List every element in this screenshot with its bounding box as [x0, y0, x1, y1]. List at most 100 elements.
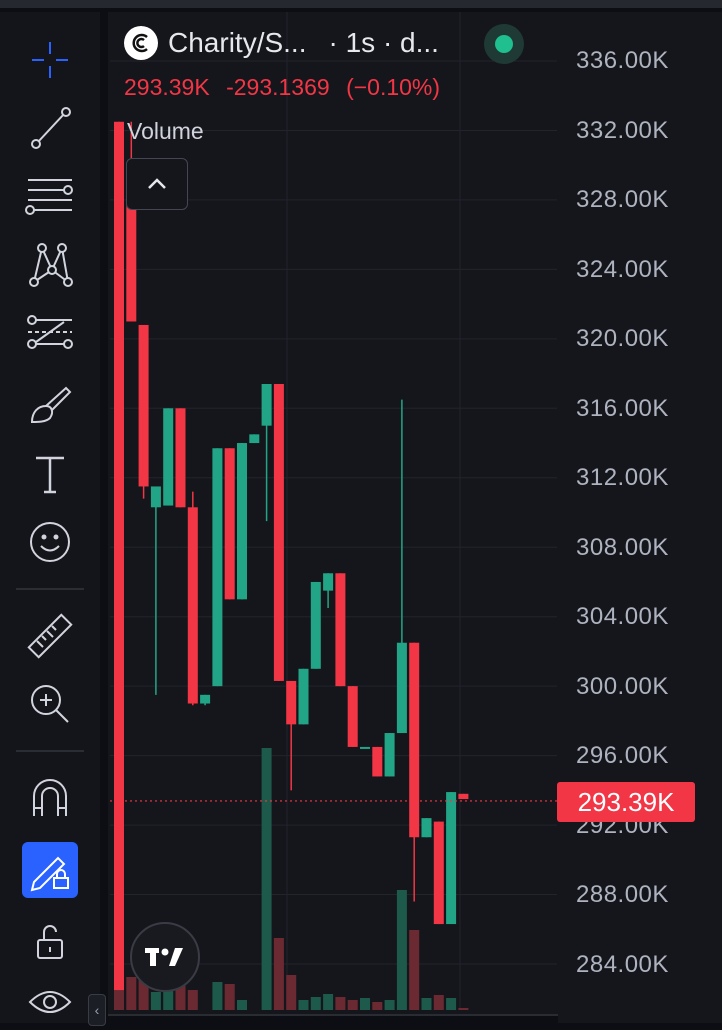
volume-bar [396, 890, 407, 1010]
horizontal-lines-tool[interactable] [22, 168, 78, 224]
volume-bar [212, 982, 223, 1010]
volume-bar [138, 980, 149, 1010]
candle-body [347, 686, 358, 747]
candle-body [409, 642, 420, 838]
volume-bar [126, 977, 137, 1010]
lock-drawing-icon [30, 856, 69, 892]
volume-bar [384, 1000, 395, 1010]
volume-bar [150, 992, 161, 1010]
candle-body [249, 434, 260, 444]
tradingview-logo-icon [145, 948, 183, 966]
candle-body [323, 573, 334, 591]
candle-body [200, 694, 211, 704]
text-tool[interactable] [22, 446, 78, 502]
market-status-indicator[interactable] [484, 24, 524, 64]
candle-body [384, 733, 395, 777]
ruler-tool[interactable] [22, 608, 78, 664]
candle-body [212, 448, 223, 687]
last-price-label: 293.39K [557, 782, 695, 822]
price-change: -293.1369 [226, 74, 330, 100]
unlock-tool[interactable] [22, 914, 78, 970]
price-tick-label: 324.00K [576, 255, 669, 283]
candle-body [163, 408, 174, 506]
price-tick-label: 328.00K [576, 186, 669, 213]
price-tick-label: 316.00K [576, 394, 669, 422]
volume-bar [163, 986, 174, 1010]
chevron-left-icon: ‹ [94, 1002, 100, 1018]
volume-bar [175, 983, 186, 1010]
emoji-tool[interactable] [22, 514, 78, 570]
volume-bar [458, 1008, 469, 1010]
price-tick-label: 308.00K [576, 533, 669, 561]
volume-bar [273, 938, 284, 1010]
candle-body [446, 792, 457, 925]
candle-body [433, 821, 444, 925]
symbol-name: Charity/S... [168, 27, 307, 58]
candle-body [150, 486, 161, 508]
charity-logo-icon [124, 26, 158, 60]
lock-drawing-tool[interactable] [22, 842, 78, 898]
candle-body [360, 746, 370, 749]
patterns-icon [29, 243, 73, 287]
trend-line-tool[interactable] [22, 100, 78, 156]
volume-bar [323, 994, 334, 1010]
eye-tool[interactable] [22, 974, 78, 1030]
candle-body [138, 324, 149, 487]
text-icon [36, 456, 64, 494]
volume-indicator-label[interactable]: Volume [127, 118, 204, 144]
volume-bar [261, 748, 272, 1010]
volume-bar [187, 990, 198, 1010]
ruler-icon [27, 613, 73, 659]
candle-body [126, 165, 137, 322]
top-divider [0, 0, 722, 8]
price-tick-label: 288.00K [576, 881, 669, 908]
toolbar-divider [16, 750, 84, 752]
volume-bar [335, 997, 346, 1010]
zoom-in-tool[interactable] [22, 676, 78, 732]
price-tick-label: 284.00K [576, 950, 669, 978]
price-axis[interactable] [558, 12, 722, 1023]
trend-line-icon [31, 107, 71, 149]
candle-body [224, 448, 235, 600]
horizontal-lines-icon [25, 179, 73, 215]
collapse-legend-button[interactable] [126, 158, 188, 210]
price-tick-label: 304.00K [576, 603, 669, 630]
candle-body [273, 383, 284, 681]
candle-body [335, 573, 346, 687]
volume-bar [237, 1000, 247, 1010]
emoji-icon [30, 522, 70, 562]
price-tick-label: 320.00K [576, 325, 669, 352]
status-dot-icon [495, 35, 513, 53]
chevron-up-icon [148, 178, 166, 189]
candle-body [310, 581, 321, 669]
forecast-tool[interactable] [22, 304, 78, 360]
last-price-value: 293.39K [577, 786, 675, 817]
brush-tool[interactable] [22, 376, 78, 432]
volume-bar [224, 984, 235, 1010]
candle-body [298, 668, 309, 725]
price-change-row: 293.39K -293.1369 (−0.10%) [124, 74, 450, 101]
volume-bar [286, 975, 297, 1010]
volume-bar [372, 1002, 383, 1010]
eye-icon [28, 991, 72, 1013]
price-tick-label: 312.00K [576, 464, 669, 491]
volume-bar [360, 998, 370, 1010]
magnet-tool[interactable] [22, 770, 78, 826]
price-tick-label: 296.00K [576, 742, 669, 769]
patterns-tool[interactable] [22, 236, 78, 292]
crosshair-tool[interactable] [22, 32, 78, 88]
candle-body [237, 443, 247, 600]
volume-bar [421, 998, 432, 1010]
volume-bar [409, 930, 420, 1010]
candle-body [261, 383, 272, 426]
crosshair-icon [32, 42, 68, 78]
price-tick-label: 332.00K [576, 116, 669, 144]
symbol-legend[interactable]: Charity/S... · 1s · d... [124, 26, 439, 60]
price-tick-label: 300.00K [576, 672, 669, 700]
volume-bar [347, 1000, 358, 1010]
tradingview-logo[interactable] [130, 922, 200, 992]
candle-body [175, 408, 186, 508]
volume-bar [298, 1000, 309, 1010]
price-tick-label: 336.00K [576, 47, 669, 74]
